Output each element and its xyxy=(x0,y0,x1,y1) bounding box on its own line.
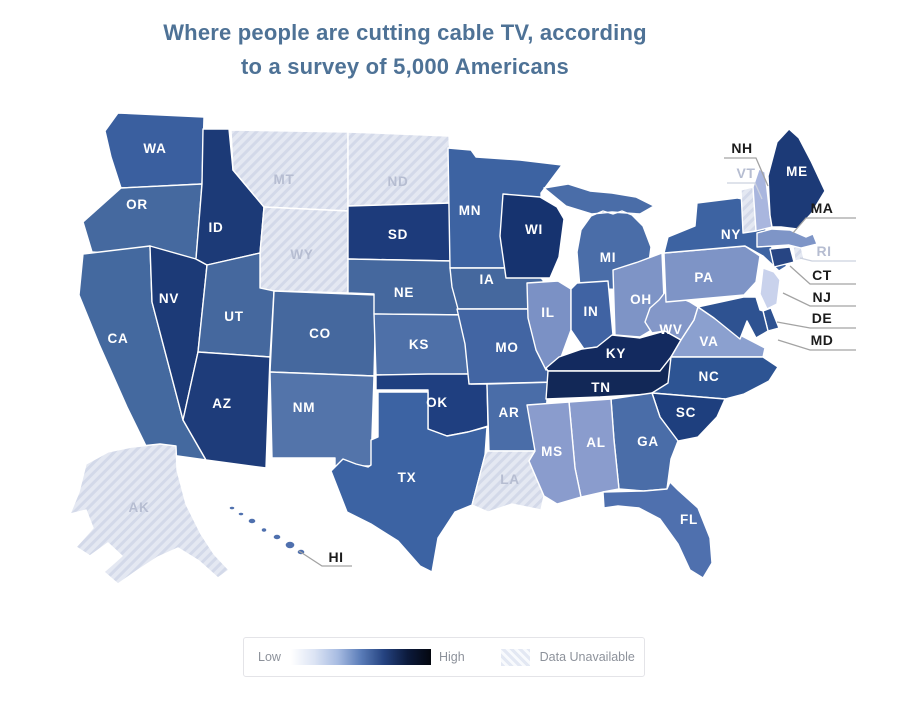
state-label-ga: GA xyxy=(637,434,659,449)
legend-high-label: High xyxy=(438,650,465,664)
state-labels: WA OR CA NV ID UT AZ MT WY CO NM ND SD N… xyxy=(108,141,808,527)
legend-unavailable-swatch xyxy=(500,648,530,666)
callout-label-hi: HI xyxy=(329,549,344,565)
legend-gradient-bar xyxy=(290,649,431,665)
callout-label-de: DE xyxy=(812,310,832,326)
chart-title-line-1: Where people are cutting cable TV, accor… xyxy=(163,20,647,45)
callout-label-nh: NH xyxy=(731,140,752,156)
state-label-tn: TN xyxy=(591,380,610,395)
state-label-fl: FL xyxy=(680,512,698,527)
state-label-oh: OH xyxy=(630,292,652,307)
state-new-mexico xyxy=(269,371,375,467)
legend-unavailable-label: Data Unavailable xyxy=(539,650,635,664)
state-north-carolina xyxy=(651,356,779,400)
leader-line-ri xyxy=(799,257,856,262)
state-label-mo: MO xyxy=(495,340,518,355)
state-maine xyxy=(767,128,826,230)
state-new-jersey xyxy=(759,267,781,310)
callout-labels: NH VT MA RI CT NJ DE MD HI xyxy=(329,140,834,565)
state-label-ia: IA xyxy=(480,272,495,287)
state-label-in: IN xyxy=(584,304,599,319)
state-label-ak: AK xyxy=(129,500,150,515)
chart-title-line-2: to a survey of 5,000 Americans xyxy=(240,54,569,79)
state-label-la: LA xyxy=(500,472,519,487)
state-north-dakota xyxy=(347,131,453,207)
state-label-co: CO xyxy=(309,326,331,341)
state-label-il: IL xyxy=(541,305,554,320)
callout-label-vt: VT xyxy=(737,165,756,181)
state-hawaii xyxy=(228,505,306,556)
state-label-ny: NY xyxy=(721,227,741,242)
state-arizona xyxy=(182,351,271,469)
state-label-pa: PA xyxy=(694,270,713,285)
state-mississippi xyxy=(526,401,582,505)
leader-line-ma xyxy=(792,217,856,234)
state-label-ky: KY xyxy=(606,346,626,361)
callout-label-ct: CT xyxy=(812,267,832,283)
state-maryland xyxy=(697,296,769,340)
callout-label-ma: MA xyxy=(811,200,834,216)
state-label-wi: WI xyxy=(525,222,543,237)
state-massachusetts xyxy=(756,228,818,249)
state-label-az: AZ xyxy=(212,396,231,411)
state-label-ca: CA xyxy=(108,331,129,346)
state-west-virginia xyxy=(644,290,699,341)
state-label-ms: MS xyxy=(541,444,563,459)
state-label-va: VA xyxy=(699,334,718,349)
leader-line-md xyxy=(777,339,856,351)
state-wisconsin xyxy=(499,193,565,279)
state-label-tx: TX xyxy=(398,470,417,485)
state-label-ks: KS xyxy=(409,337,429,352)
legend-low-label: Low xyxy=(258,650,281,664)
state-texas xyxy=(330,391,488,573)
state-label-wa: WA xyxy=(143,141,166,156)
leader-line-hi xyxy=(298,550,352,567)
state-label-id: ID xyxy=(209,220,224,235)
state-label-nv: NV xyxy=(159,291,179,306)
state-label-or: OR xyxy=(126,197,148,212)
callout-label-nj: NJ xyxy=(813,289,832,305)
state-label-al: AL xyxy=(586,435,605,450)
state-label-nm: NM xyxy=(293,400,315,415)
state-label-sc: SC xyxy=(676,405,696,420)
state-label-mi: MI xyxy=(600,250,616,265)
leader-line-ct xyxy=(789,265,856,285)
legend: Low High Data Unavailable xyxy=(243,637,645,677)
state-connecticut xyxy=(769,246,795,268)
state-label-ar: AR xyxy=(499,405,520,420)
chart-title: Where people are cutting cable TV, accor… xyxy=(0,16,810,84)
leader-line-nj xyxy=(782,292,856,307)
leader-line-vt xyxy=(727,182,763,200)
state-label-wv: WV xyxy=(659,322,682,337)
state-label-ne: NE xyxy=(394,285,414,300)
state-alaska xyxy=(69,443,230,585)
state-label-nc: NC xyxy=(699,369,720,384)
state-label-me: ME xyxy=(786,164,808,179)
state-label-ut: UT xyxy=(224,309,243,324)
state-label-nd: ND xyxy=(388,174,409,189)
state-label-wy: WY xyxy=(290,247,313,262)
state-shapes xyxy=(69,112,826,585)
callout-label-ri: RI xyxy=(817,243,832,259)
state-florida xyxy=(602,481,713,579)
state-label-sd: SD xyxy=(388,227,408,242)
callout-label-md: MD xyxy=(811,332,834,348)
state-label-ok: OK xyxy=(426,395,448,410)
state-label-mt: MT xyxy=(274,172,295,187)
state-label-mn: MN xyxy=(459,203,481,218)
leader-line-nh xyxy=(724,157,769,187)
leader-lines xyxy=(298,157,856,567)
leader-line-de xyxy=(776,321,856,329)
